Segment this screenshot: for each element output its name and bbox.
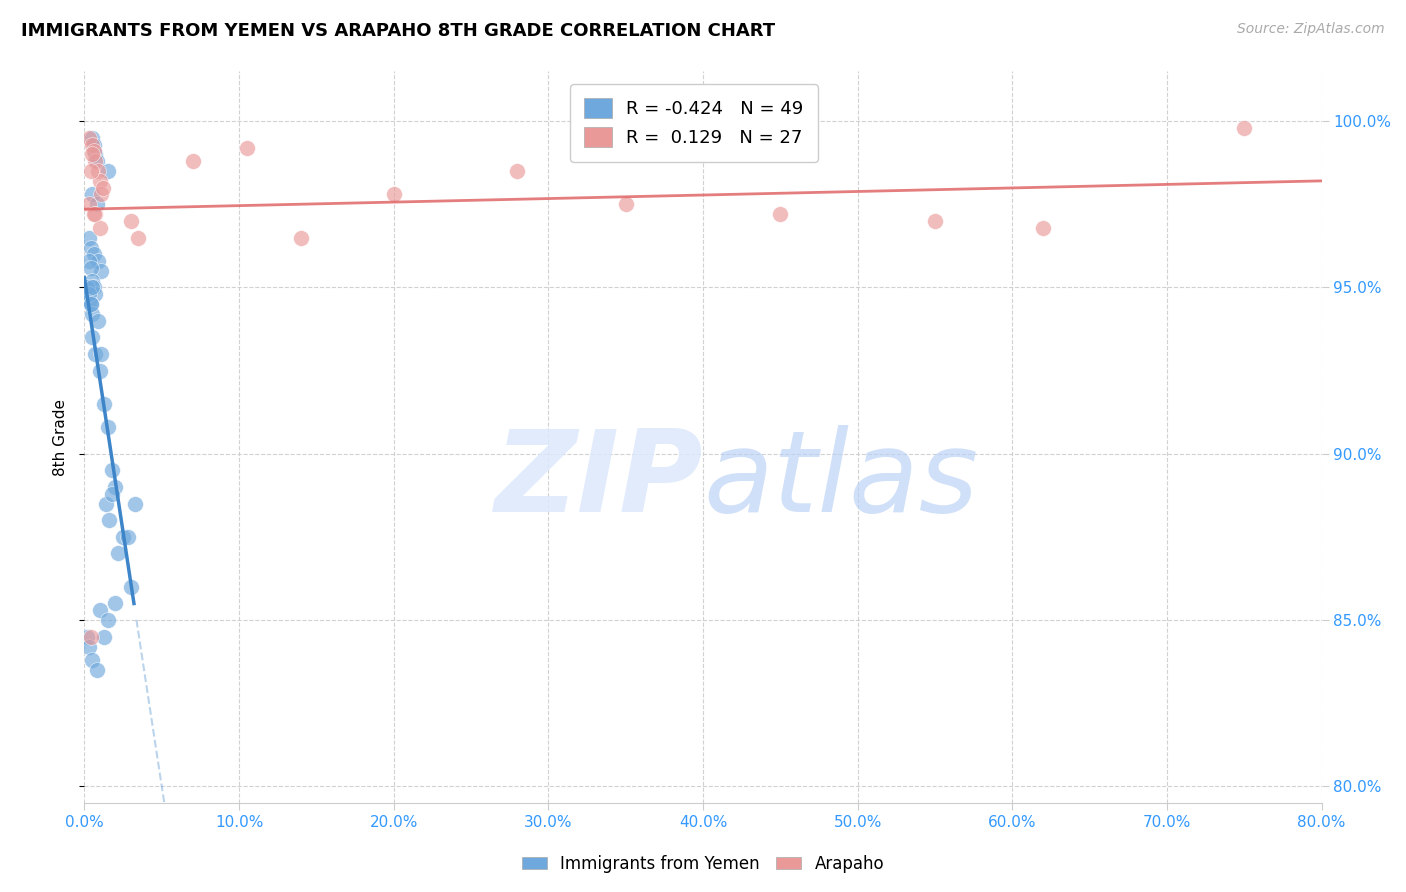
- Point: [290, 230, 312, 244]
- Point: [97, 420, 120, 434]
- Point: [93, 397, 115, 411]
- Point: [97, 164, 120, 178]
- Point: [76, 630, 98, 644]
- Point: [76, 280, 98, 294]
- Point: [90, 187, 112, 202]
- Point: [82, 147, 104, 161]
- Point: [101, 463, 124, 477]
- Point: [84, 207, 107, 221]
- Point: [101, 486, 124, 500]
- Point: [506, 164, 529, 178]
- Point: [90, 347, 112, 361]
- Point: [128, 230, 150, 244]
- Point: [82, 653, 104, 667]
- Point: [84, 347, 107, 361]
- Point: [77, 131, 100, 145]
- Point: [82, 280, 104, 294]
- Point: [89, 174, 111, 188]
- Point: [93, 630, 115, 644]
- Point: [82, 131, 104, 145]
- Point: [614, 197, 637, 211]
- Point: [124, 497, 146, 511]
- Point: [90, 264, 112, 278]
- Y-axis label: 8th Grade: 8th Grade: [53, 399, 69, 475]
- Point: [120, 214, 142, 228]
- Legend: R = -0.424   N = 49, R =  0.129   N = 27: R = -0.424 N = 49, R = 0.129 N = 27: [569, 84, 818, 161]
- Point: [87, 164, 110, 178]
- Point: [84, 287, 107, 301]
- Point: [104, 596, 127, 610]
- Point: [79, 297, 101, 311]
- Point: [82, 307, 104, 321]
- Text: atlas: atlas: [703, 425, 979, 536]
- Point: [79, 260, 101, 275]
- Point: [79, 241, 101, 255]
- Point: [82, 137, 104, 152]
- Point: [87, 253, 110, 268]
- Point: [83, 137, 105, 152]
- Point: [77, 253, 100, 268]
- Point: [104, 480, 127, 494]
- Point: [89, 603, 111, 617]
- Point: [94, 497, 117, 511]
- Point: [97, 613, 120, 627]
- Point: [89, 220, 111, 235]
- Point: [107, 546, 129, 560]
- Point: [382, 187, 405, 202]
- Point: [112, 530, 135, 544]
- Point: [236, 141, 259, 155]
- Point: [79, 630, 101, 644]
- Point: [77, 293, 100, 308]
- Point: [77, 640, 100, 654]
- Point: [924, 214, 946, 228]
- Point: [120, 580, 142, 594]
- Point: [77, 230, 100, 244]
- Point: [84, 147, 107, 161]
- Point: [87, 314, 110, 328]
- Text: Source: ZipAtlas.com: Source: ZipAtlas.com: [1237, 22, 1385, 37]
- Point: [83, 144, 105, 158]
- Legend: Immigrants from Yemen, Arapaho: Immigrants from Yemen, Arapaho: [515, 848, 891, 880]
- Point: [82, 274, 104, 288]
- Point: [769, 207, 792, 221]
- Point: [181, 154, 204, 169]
- Point: [77, 197, 100, 211]
- Point: [89, 363, 111, 377]
- Point: [84, 154, 107, 169]
- Point: [1032, 220, 1054, 235]
- Point: [79, 297, 101, 311]
- Point: [83, 207, 105, 221]
- Point: [98, 513, 121, 527]
- Point: [91, 180, 114, 194]
- Text: ZIP: ZIP: [495, 425, 703, 536]
- Text: IMMIGRANTS FROM YEMEN VS ARAPAHO 8TH GRADE CORRELATION CHART: IMMIGRANTS FROM YEMEN VS ARAPAHO 8TH GRA…: [21, 22, 775, 40]
- Point: [83, 247, 105, 261]
- Point: [79, 164, 101, 178]
- Point: [82, 187, 104, 202]
- Point: [83, 280, 105, 294]
- Point: [86, 154, 108, 169]
- Point: [77, 287, 100, 301]
- Point: [117, 530, 139, 544]
- Point: [86, 197, 108, 211]
- Point: [1233, 120, 1256, 135]
- Point: [86, 663, 108, 677]
- Point: [82, 330, 104, 344]
